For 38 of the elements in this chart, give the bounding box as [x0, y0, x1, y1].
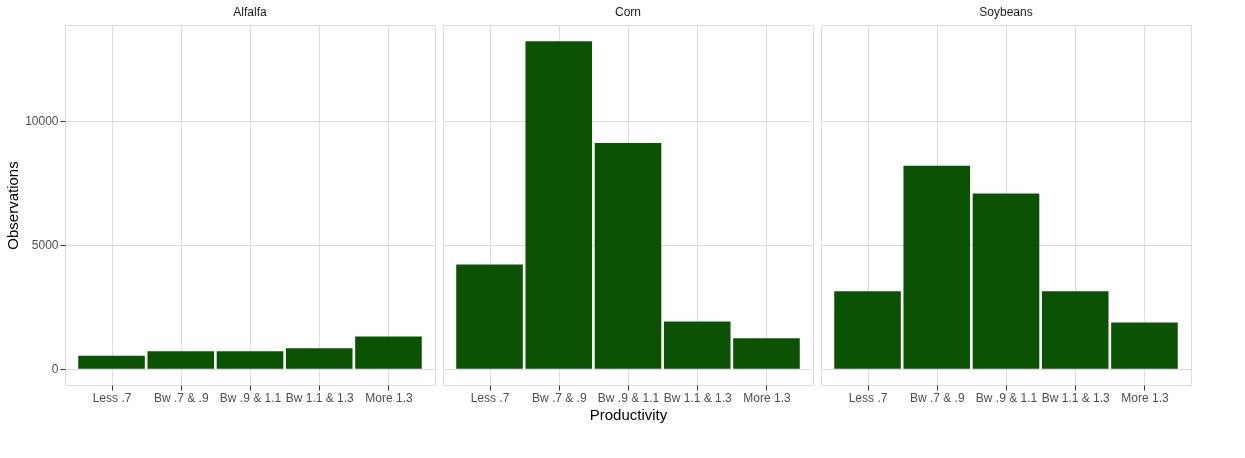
bar	[834, 291, 901, 369]
y-tick-label: 5000	[31, 238, 59, 253]
x-tick-label: Bw 1.1 & 1.3	[663, 390, 733, 405]
bar	[216, 351, 284, 369]
bar	[147, 351, 215, 369]
x-tick-label: Bw .9 & 1.1	[975, 390, 1038, 405]
chart-title: Soybeans	[979, 5, 1033, 19]
x-tick-label: Less .7	[848, 390, 888, 405]
x-axis-title: Productivity	[589, 405, 668, 423]
x-tick-label: Bw .7 & .9	[153, 390, 209, 405]
bar	[456, 264, 523, 369]
x-tick-label: More 1.3	[743, 390, 791, 405]
chart-title: Alfalfa	[233, 5, 267, 19]
bar	[1111, 322, 1178, 369]
x-tick-label: Bw .9 & 1.1	[597, 390, 660, 405]
bar	[355, 336, 422, 369]
bar	[903, 165, 971, 369]
x-tick-label: Bw .9 & 1.1	[219, 390, 282, 405]
bar	[733, 338, 800, 369]
bar	[525, 41, 593, 369]
x-tick-label: More 1.3	[365, 390, 413, 405]
x-tick-label: Bw 1.1 & 1.3	[1041, 390, 1111, 405]
bar	[285, 348, 353, 369]
bar	[1041, 291, 1109, 369]
bar	[663, 321, 731, 369]
x-tick-label: Bw .7 & .9	[531, 390, 587, 405]
x-tick-label: More 1.3	[1121, 390, 1169, 405]
bar	[78, 355, 145, 369]
bar	[594, 143, 662, 369]
x-tick-label: Less .7	[92, 390, 132, 405]
y-axis-title: Observations	[4, 161, 22, 250]
bar	[972, 193, 1040, 369]
x-tick-label: Bw 1.1 & 1.3	[285, 390, 355, 405]
x-tick-label: Bw .7 & .9	[909, 390, 965, 405]
y-tick-label: 10000	[25, 114, 59, 129]
y-tick-label: 0	[51, 362, 59, 377]
chart-title: Corn	[614, 5, 642, 19]
x-tick-label: Less .7	[470, 390, 510, 405]
